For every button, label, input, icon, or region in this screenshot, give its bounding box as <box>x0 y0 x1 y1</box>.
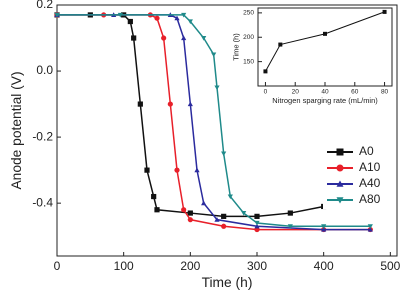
marker <box>221 151 227 157</box>
marker <box>154 15 160 21</box>
y-tick-label: 0.0 <box>36 63 53 77</box>
marker <box>54 12 60 18</box>
marker <box>174 15 180 21</box>
marker <box>336 180 344 187</box>
marker <box>151 193 157 200</box>
x-tick-label: 60 <box>351 89 359 96</box>
marker <box>211 52 217 58</box>
plot-frame <box>257 7 393 87</box>
marker <box>254 223 260 229</box>
y-tick-label: 250 <box>243 10 254 17</box>
marker <box>287 224 293 229</box>
marker <box>201 200 207 206</box>
legend-box <box>323 143 393 209</box>
marker <box>227 194 233 200</box>
marker <box>382 9 387 14</box>
marker <box>187 210 193 216</box>
marker <box>181 207 187 213</box>
x-axis-label: Time (h) <box>202 275 253 290</box>
marker <box>221 223 227 229</box>
marker <box>323 31 327 36</box>
legend-label: A10 <box>359 160 381 174</box>
x-tick-label: 20 <box>292 89 300 96</box>
marker <box>137 101 143 107</box>
marker <box>367 224 373 229</box>
y-tick-label: 0.2 <box>36 0 53 11</box>
marker <box>181 35 187 41</box>
series-line <box>57 14 371 218</box>
x-tick-label: 200 <box>180 259 200 273</box>
y-tick-label: -0.4 <box>32 195 53 209</box>
x-tick-label: 80 <box>381 89 389 96</box>
marker <box>263 69 268 74</box>
x-tick-label: 500 <box>380 259 400 273</box>
marker <box>187 101 193 107</box>
x-tick-label: 400 <box>314 259 334 273</box>
y-axis-label: Anode potential (V) <box>9 71 24 189</box>
x-tick-label: 300 <box>247 259 267 273</box>
x-tick-label: 40 <box>321 89 329 96</box>
y-tick-label: 200 <box>243 34 254 41</box>
marker <box>214 217 220 222</box>
marker <box>131 35 137 41</box>
marker <box>187 217 193 223</box>
marker <box>181 12 187 18</box>
legend-label: A40 <box>359 176 381 190</box>
marker <box>278 42 283 47</box>
marker <box>321 226 327 232</box>
series-line <box>265 11 385 72</box>
marker <box>161 35 167 41</box>
y-tick-label: -0.2 <box>32 129 53 143</box>
marker <box>241 210 247 216</box>
marker <box>144 167 150 173</box>
marker <box>254 220 260 226</box>
marker <box>336 148 344 156</box>
series-line <box>57 14 371 228</box>
marker <box>187 19 193 25</box>
marker <box>367 226 373 232</box>
marker <box>127 18 133 25</box>
marker <box>154 207 160 213</box>
marker <box>254 213 260 219</box>
legend-label: A0 <box>359 144 374 158</box>
x-tick-label: 100 <box>114 259 134 273</box>
x-axis-label: Nitrogen sparging rate (mL/min) <box>272 96 378 105</box>
x-tick-label: 0 <box>264 89 268 96</box>
legend-label: A80 <box>359 192 381 206</box>
marker <box>167 101 173 107</box>
x-tick-label: 0 <box>54 259 61 273</box>
y-tick-label: 150 <box>243 58 254 65</box>
marker <box>214 85 220 91</box>
marker <box>201 35 207 41</box>
marker <box>336 197 344 204</box>
marker <box>174 167 180 173</box>
marker <box>287 210 293 216</box>
marker <box>194 167 200 173</box>
marker <box>117 12 123 18</box>
marker <box>336 164 344 172</box>
marker <box>221 213 227 219</box>
marker <box>321 224 327 229</box>
y-axis-label: Time (h) <box>232 33 241 61</box>
